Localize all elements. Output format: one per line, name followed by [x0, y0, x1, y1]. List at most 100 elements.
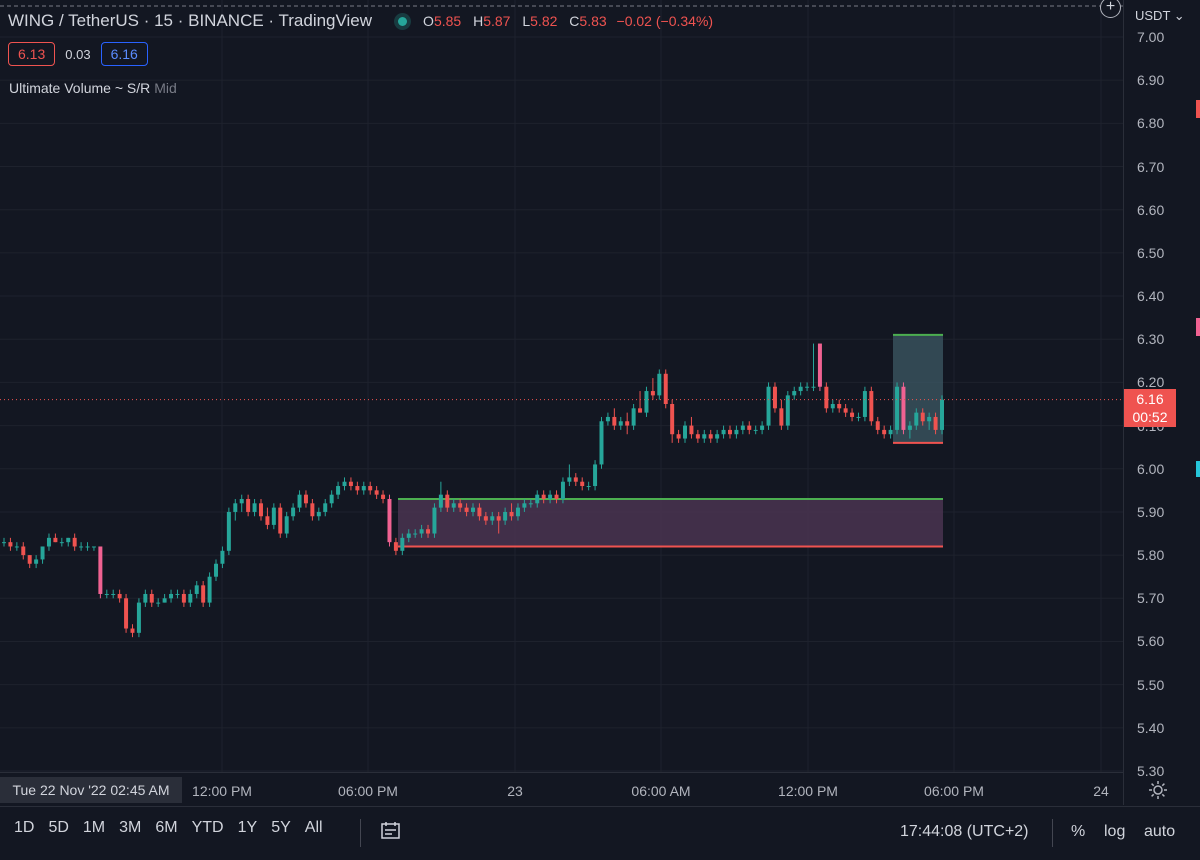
candle-body	[40, 546, 45, 560]
candle-body	[53, 537, 58, 543]
candle-body	[798, 386, 803, 392]
candle-body	[830, 404, 835, 409]
candle-body	[381, 494, 386, 499]
add-plus-icon[interactable]: +	[1100, 0, 1121, 18]
price-tick-label: 6.40	[1137, 288, 1165, 305]
candle-body	[811, 386, 816, 388]
candle-body	[650, 391, 655, 396]
candle-body	[445, 494, 450, 508]
price-tick-label: 6.30	[1137, 331, 1165, 348]
candle-body	[882, 429, 887, 435]
candle-body	[670, 404, 675, 435]
bottom-toolbar: 1D 5D 1M 3M 6M YTD 1Y 5Y All 17:44:08 (U…	[0, 806, 1200, 860]
candle-body	[175, 593, 180, 595]
candle-body	[824, 386, 829, 409]
candle-body	[920, 412, 925, 422]
bar-countdown: 00:52	[1132, 409, 1168, 425]
candle-body	[869, 391, 874, 422]
candle-body	[792, 391, 797, 396]
range-button-6m[interactable]: 6M	[155, 819, 178, 836]
candle-body	[348, 481, 353, 487]
candle-body	[124, 598, 129, 629]
candle-body	[689, 425, 694, 435]
alert-marker-red	[1196, 100, 1200, 118]
candle-body	[85, 546, 90, 548]
candle-body	[483, 516, 488, 521]
candle-body	[194, 585, 199, 594]
candle-body	[136, 602, 141, 633]
auto-scale-toggle[interactable]: auto	[1144, 823, 1176, 840]
candle-body	[323, 503, 328, 512]
candle-body	[560, 481, 565, 499]
candle-body	[747, 425, 752, 430]
range-button-all[interactable]: All	[304, 819, 323, 836]
candle-body	[426, 529, 431, 534]
timezone-clock[interactable]: 17:44:08 (UTC+2)	[900, 823, 1029, 840]
candle-body	[59, 542, 64, 544]
candle-body	[21, 546, 26, 556]
range-button-3m[interactable]: 3M	[119, 819, 142, 836]
toolbar-divider	[360, 819, 361, 847]
current-price-value: 6.16	[1136, 391, 1164, 407]
range-button-5y[interactable]: 5Y	[271, 819, 291, 836]
ohlc-low-label: L	[522, 13, 531, 29]
candle-body	[393, 542, 398, 551]
range-button-1y[interactable]: 1Y	[237, 819, 258, 836]
candle-body	[149, 593, 154, 603]
buy-button[interactable]: 6.16	[100, 42, 148, 66]
symbol-title[interactable]: WING / TetherUS · 15 · BINANCE · Trading…	[8, 11, 373, 30]
candle-body	[663, 373, 668, 404]
candle-body	[271, 507, 276, 525]
candle-body	[14, 546, 19, 548]
go-to-date-icon[interactable]	[380, 821, 402, 841]
candle-body	[856, 416, 861, 418]
candle-body	[875, 421, 880, 430]
chart-plot-area[interactable]: WING / TetherUS · 15 · BINANCE · Trading…	[0, 0, 1123, 772]
candle-body	[914, 412, 919, 426]
toolbar-divider	[1052, 819, 1053, 847]
candle-body	[515, 507, 520, 517]
range-button-ytd[interactable]: YTD	[191, 819, 224, 836]
alert-marker-cyan	[1196, 461, 1200, 477]
support-zone	[398, 498, 943, 547]
range-button-1d[interactable]: 1D	[14, 819, 35, 836]
gear-icon[interactable]	[1148, 780, 1168, 800]
candle-body	[715, 434, 720, 439]
price-tick-label: 5.40	[1137, 719, 1165, 736]
price-tick-label: 5.90	[1137, 503, 1165, 520]
time-label: 06:00 PM	[924, 783, 984, 799]
candle-body	[220, 550, 225, 564]
candle-body	[612, 416, 617, 426]
candle-body	[554, 494, 559, 499]
time-axis[interactable]: Tue 22 Nov '22 02:45 AM 12:00 PM 06:00 P…	[0, 772, 1123, 806]
candle-body	[374, 490, 379, 495]
candle-body	[201, 585, 206, 603]
candle-body	[644, 391, 649, 413]
candle-body	[940, 399, 944, 430]
candle-body	[605, 416, 610, 422]
percent-scale-toggle[interactable]: %	[1071, 823, 1086, 840]
candle-body	[2, 542, 6, 544]
price-tick-label: 6.60	[1137, 201, 1165, 218]
candle-body	[631, 408, 636, 426]
candle-body	[740, 425, 745, 430]
range-button-5d[interactable]: 5D	[48, 819, 69, 836]
price-tick-label: 6.90	[1137, 72, 1165, 89]
candle-body	[817, 343, 822, 387]
sell-button[interactable]: 6.13	[8, 42, 56, 66]
candlestick-chart[interactable]	[0, 0, 1123, 772]
log-scale-toggle[interactable]: log	[1104, 823, 1126, 840]
candle-body	[406, 533, 411, 538]
candle-body	[27, 555, 32, 564]
candle-body	[188, 593, 193, 603]
price-axis[interactable]: 7.006.906.806.706.606.506.406.306.206.10…	[1123, 0, 1200, 805]
candle-body	[156, 602, 161, 604]
candle-body	[490, 516, 495, 521]
currency-select[interactable]: USDT ⌄	[1135, 8, 1185, 24]
candle-body	[284, 516, 289, 534]
range-button-1m[interactable]: 1M	[82, 819, 106, 836]
candle-body	[464, 507, 469, 512]
ohlc-high: 5.87	[483, 13, 511, 29]
indicator-legend[interactable]: Ultimate Volume ~ S/R Mid	[9, 80, 177, 96]
candle-body	[117, 593, 122, 599]
